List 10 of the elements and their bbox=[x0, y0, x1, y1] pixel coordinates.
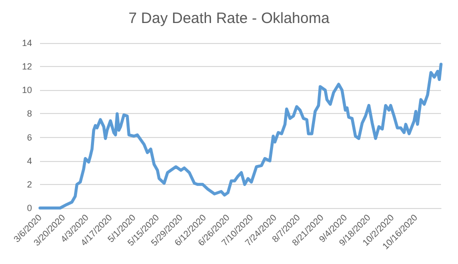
y-tick-label: 2 bbox=[26, 179, 32, 190]
y-tick-label: 4 bbox=[26, 156, 32, 166]
y-tick-label: 8 bbox=[26, 108, 32, 119]
y-tick-label: 0 bbox=[26, 203, 32, 213]
y-tick-label: 12 bbox=[22, 62, 32, 72]
y-tick-label: 14 bbox=[22, 38, 32, 48]
line-series bbox=[38, 62, 442, 210]
y-tick-label: 10 bbox=[22, 85, 32, 96]
y-tick-label: 6 bbox=[26, 132, 32, 142]
chart-title: 7 Day Death Rate - Oklahoma bbox=[128, 10, 330, 27]
